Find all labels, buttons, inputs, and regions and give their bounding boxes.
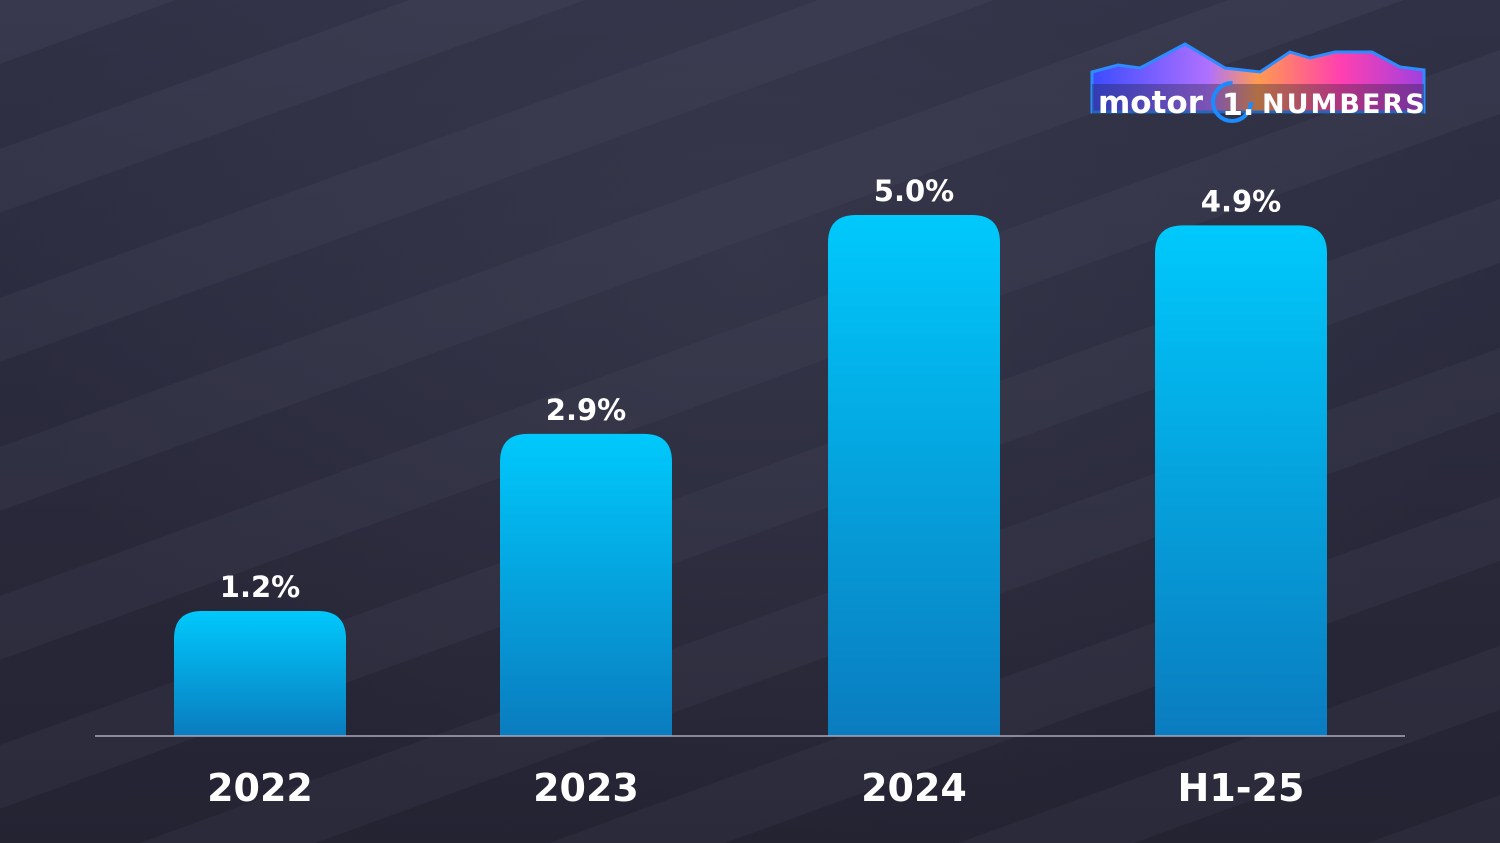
bar-2022 (174, 610, 346, 736)
data-label: 5.0% (874, 174, 954, 208)
svg-text:NUMBERS: NUMBERS (1262, 89, 1427, 120)
data-label: 1.2% (220, 570, 300, 604)
svg-text:motor: motor (1098, 85, 1204, 121)
svg-text:1.: 1. (1222, 88, 1254, 123)
bar-2023 (500, 433, 672, 736)
data-label: 4.9% (1201, 184, 1281, 218)
data-label: 2.9% (546, 393, 626, 427)
x-tick-label: 2023 (533, 766, 639, 810)
x-tick-label: 2022 (207, 766, 313, 810)
bar-2024 (828, 215, 1000, 736)
x-tick-label: 2024 (861, 766, 967, 810)
motor1-numbers-logo: motor 1. NUMBERS (1090, 42, 1427, 123)
x-tick-label: H1-25 (1178, 766, 1305, 810)
bar-H1-25 (1155, 225, 1327, 737)
